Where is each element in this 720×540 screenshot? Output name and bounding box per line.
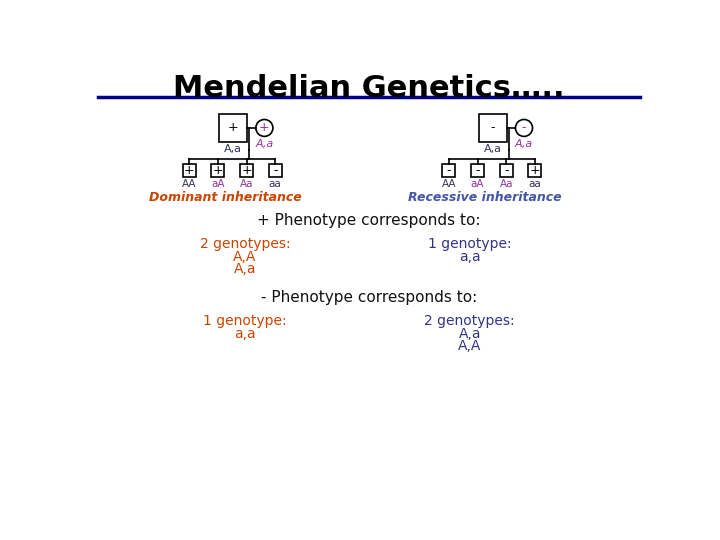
- Text: A,a: A,a: [484, 144, 502, 154]
- Text: A,a: A,a: [256, 139, 274, 148]
- Text: 1 genotype:: 1 genotype:: [428, 237, 512, 251]
- FancyBboxPatch shape: [528, 164, 541, 177]
- Text: A,a: A,a: [515, 139, 533, 148]
- Text: -: -: [504, 164, 508, 177]
- Text: Aa: Aa: [500, 179, 513, 189]
- Text: 1 genotype:: 1 genotype:: [203, 314, 287, 328]
- Circle shape: [256, 119, 273, 137]
- Text: - Phenotype corresponds to:: - Phenotype corresponds to:: [261, 289, 477, 305]
- Text: A,a: A,a: [225, 144, 243, 154]
- Text: +: +: [184, 164, 194, 177]
- FancyBboxPatch shape: [471, 164, 484, 177]
- FancyBboxPatch shape: [442, 164, 456, 177]
- Text: +: +: [212, 164, 223, 177]
- Text: Dominant inheritance: Dominant inheritance: [149, 191, 302, 204]
- Text: +: +: [529, 164, 540, 177]
- Text: -: -: [522, 122, 526, 134]
- Text: a,a: a,a: [459, 249, 480, 264]
- Text: -: -: [475, 164, 480, 177]
- Text: AA: AA: [182, 179, 197, 189]
- FancyBboxPatch shape: [269, 164, 282, 177]
- Text: +: +: [259, 122, 270, 134]
- Text: +: +: [241, 164, 252, 177]
- Text: Mendelian Genetics…..: Mendelian Genetics…..: [174, 74, 564, 103]
- FancyBboxPatch shape: [500, 164, 513, 177]
- Text: aA: aA: [471, 179, 485, 189]
- FancyBboxPatch shape: [211, 164, 225, 177]
- FancyBboxPatch shape: [479, 114, 507, 142]
- FancyBboxPatch shape: [220, 114, 248, 142]
- Text: 2 genotypes:: 2 genotypes:: [199, 237, 290, 251]
- FancyBboxPatch shape: [183, 164, 196, 177]
- Text: aA: aA: [211, 179, 225, 189]
- Text: +: +: [228, 122, 239, 134]
- Text: -: -: [446, 164, 451, 177]
- Text: + Phenotype corresponds to:: + Phenotype corresponds to:: [257, 213, 481, 228]
- Text: a,a: a,a: [234, 327, 256, 341]
- Text: A,A: A,A: [233, 249, 257, 264]
- Text: 2 genotypes:: 2 genotypes:: [424, 314, 515, 328]
- Circle shape: [516, 119, 533, 137]
- Text: -: -: [273, 164, 277, 177]
- Text: Aa: Aa: [240, 179, 253, 189]
- FancyBboxPatch shape: [240, 164, 253, 177]
- Text: -: -: [491, 122, 495, 134]
- Text: A,A: A,A: [458, 339, 482, 353]
- Text: AA: AA: [441, 179, 456, 189]
- Text: aa: aa: [269, 179, 282, 189]
- Text: A,a: A,a: [459, 327, 481, 341]
- Text: Recessive inheritance: Recessive inheritance: [408, 191, 562, 204]
- Text: A,a: A,a: [234, 262, 256, 276]
- Text: aa: aa: [528, 179, 541, 189]
